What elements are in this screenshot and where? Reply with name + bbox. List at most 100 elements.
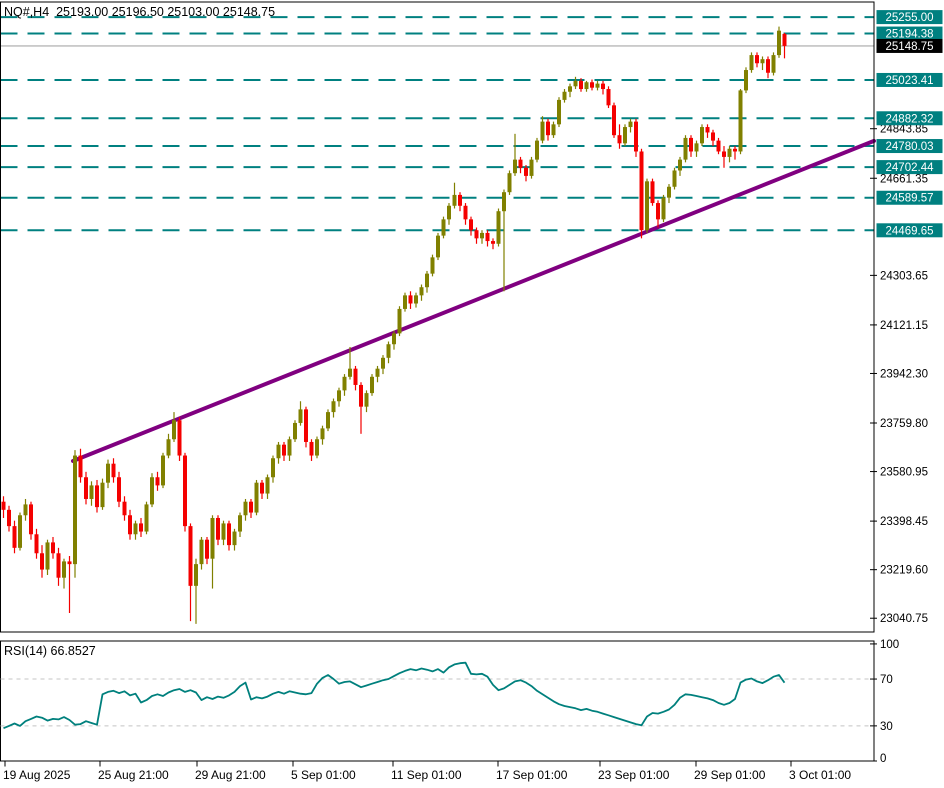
current-price-badge[interactable] [876, 38, 943, 53]
candle [595, 83, 600, 88]
candle [271, 458, 275, 478]
candle [727, 148, 732, 157]
candle [34, 534, 39, 554]
candle [287, 439, 292, 456]
price-tick-label: 24121.15 [880, 320, 928, 332]
candle [612, 105, 616, 136]
price-level-lines [0, 16, 874, 232]
candle [1, 501, 6, 510]
candle [661, 197, 666, 220]
candle [183, 455, 187, 527]
candles [1, 26, 787, 624]
candle [430, 257, 435, 274]
candle [106, 463, 110, 483]
candle [144, 504, 149, 532]
date-label: 19 Aug 2025 [3, 768, 71, 782]
candle [45, 542, 50, 570]
price-level-badge[interactable] [876, 111, 943, 126]
candle [716, 140, 721, 152]
price-tick-label: 23942.30 [880, 368, 928, 380]
rsi-panel-border [0, 640, 875, 762]
candle [326, 412, 330, 429]
candle [155, 477, 160, 486]
trendline[interactable] [71, 138, 876, 463]
rsi-indicator-label: RSI(14) 66.8527 [4, 644, 96, 658]
candle [502, 192, 506, 212]
candle [524, 167, 528, 176]
candle [683, 137, 688, 160]
candle [260, 482, 264, 494]
candle [689, 137, 693, 152]
candle [755, 55, 759, 64]
candle [777, 30, 781, 56]
price-level-badge[interactable] [876, 26, 943, 41]
candle [628, 121, 633, 128]
time-axis[interactable]: 19 Aug 2025 25 Aug 21:00 29 Aug 21:00 5 Sep… [3, 761, 851, 783]
candle [7, 509, 11, 527]
date-label: 5 Sep 01:00 [291, 768, 356, 782]
candle [337, 390, 341, 402]
candle [496, 211, 501, 244]
price-tick-label: 23580.95 [880, 467, 928, 479]
candle [84, 477, 88, 499]
candle [623, 127, 627, 144]
candle [243, 501, 248, 516]
candle [672, 170, 677, 187]
price-level-badge[interactable] [876, 190, 943, 205]
candle [551, 124, 556, 136]
price-level-badge[interactable] [876, 10, 943, 25]
candle [199, 539, 204, 565]
rsi-scale-label: 30 [880, 721, 893, 733]
candle [573, 80, 578, 87]
price-tick-label: 23040.75 [880, 613, 928, 625]
candle [650, 181, 655, 204]
candle [760, 59, 765, 64]
price-level-badge[interactable] [876, 160, 943, 175]
candle [458, 194, 462, 206]
price-level-badge[interactable] [876, 223, 943, 238]
rsi-axis[interactable]: 100 70 30 0 [870, 639, 899, 765]
candle [298, 409, 303, 423]
candle [452, 194, 457, 206]
candle [353, 368, 358, 385]
candle [139, 523, 143, 532]
date-label: 3 Oct 01:00 [789, 768, 851, 782]
candle [111, 463, 116, 478]
candle [188, 526, 193, 586]
candle [117, 477, 121, 502]
price-badge-label: 25194.38 [886, 29, 934, 41]
candle [639, 151, 644, 231]
candle [331, 401, 336, 413]
candle [491, 241, 495, 244]
candle [700, 127, 704, 144]
price-level-badge[interactable] [876, 139, 943, 154]
candle [78, 455, 83, 478]
candle [12, 526, 17, 548]
symbol-ohlc-header: NQ#,H4 25193.00 25196.50 25103.00 25148.… [4, 5, 276, 19]
price-axis[interactable]: 24843.85 24661.35 24303.65 24121.15 23942.30… [870, 10, 943, 625]
candle [381, 357, 385, 369]
candle [364, 393, 369, 407]
candle [227, 523, 231, 546]
candle [733, 148, 737, 152]
candle [205, 539, 209, 559]
candle [529, 159, 534, 176]
candle [392, 333, 396, 345]
candle [150, 477, 154, 505]
price-level-badge[interactable] [876, 72, 943, 87]
candle [232, 531, 237, 546]
candle [744, 70, 748, 91]
candle [771, 55, 776, 73]
main-panel-border [0, 1, 875, 633]
candle [766, 59, 770, 73]
candle [606, 89, 611, 106]
rsi-indicator [0, 661, 874, 730]
candle [249, 501, 253, 513]
candle [425, 273, 429, 288]
rsi-plot-area[interactable] [0, 641, 875, 761]
price-tick-label: 23759.80 [880, 418, 928, 430]
candle [645, 181, 649, 231]
candle [414, 295, 418, 304]
price-tick-label: 23219.60 [880, 565, 928, 577]
candle [62, 561, 66, 578]
